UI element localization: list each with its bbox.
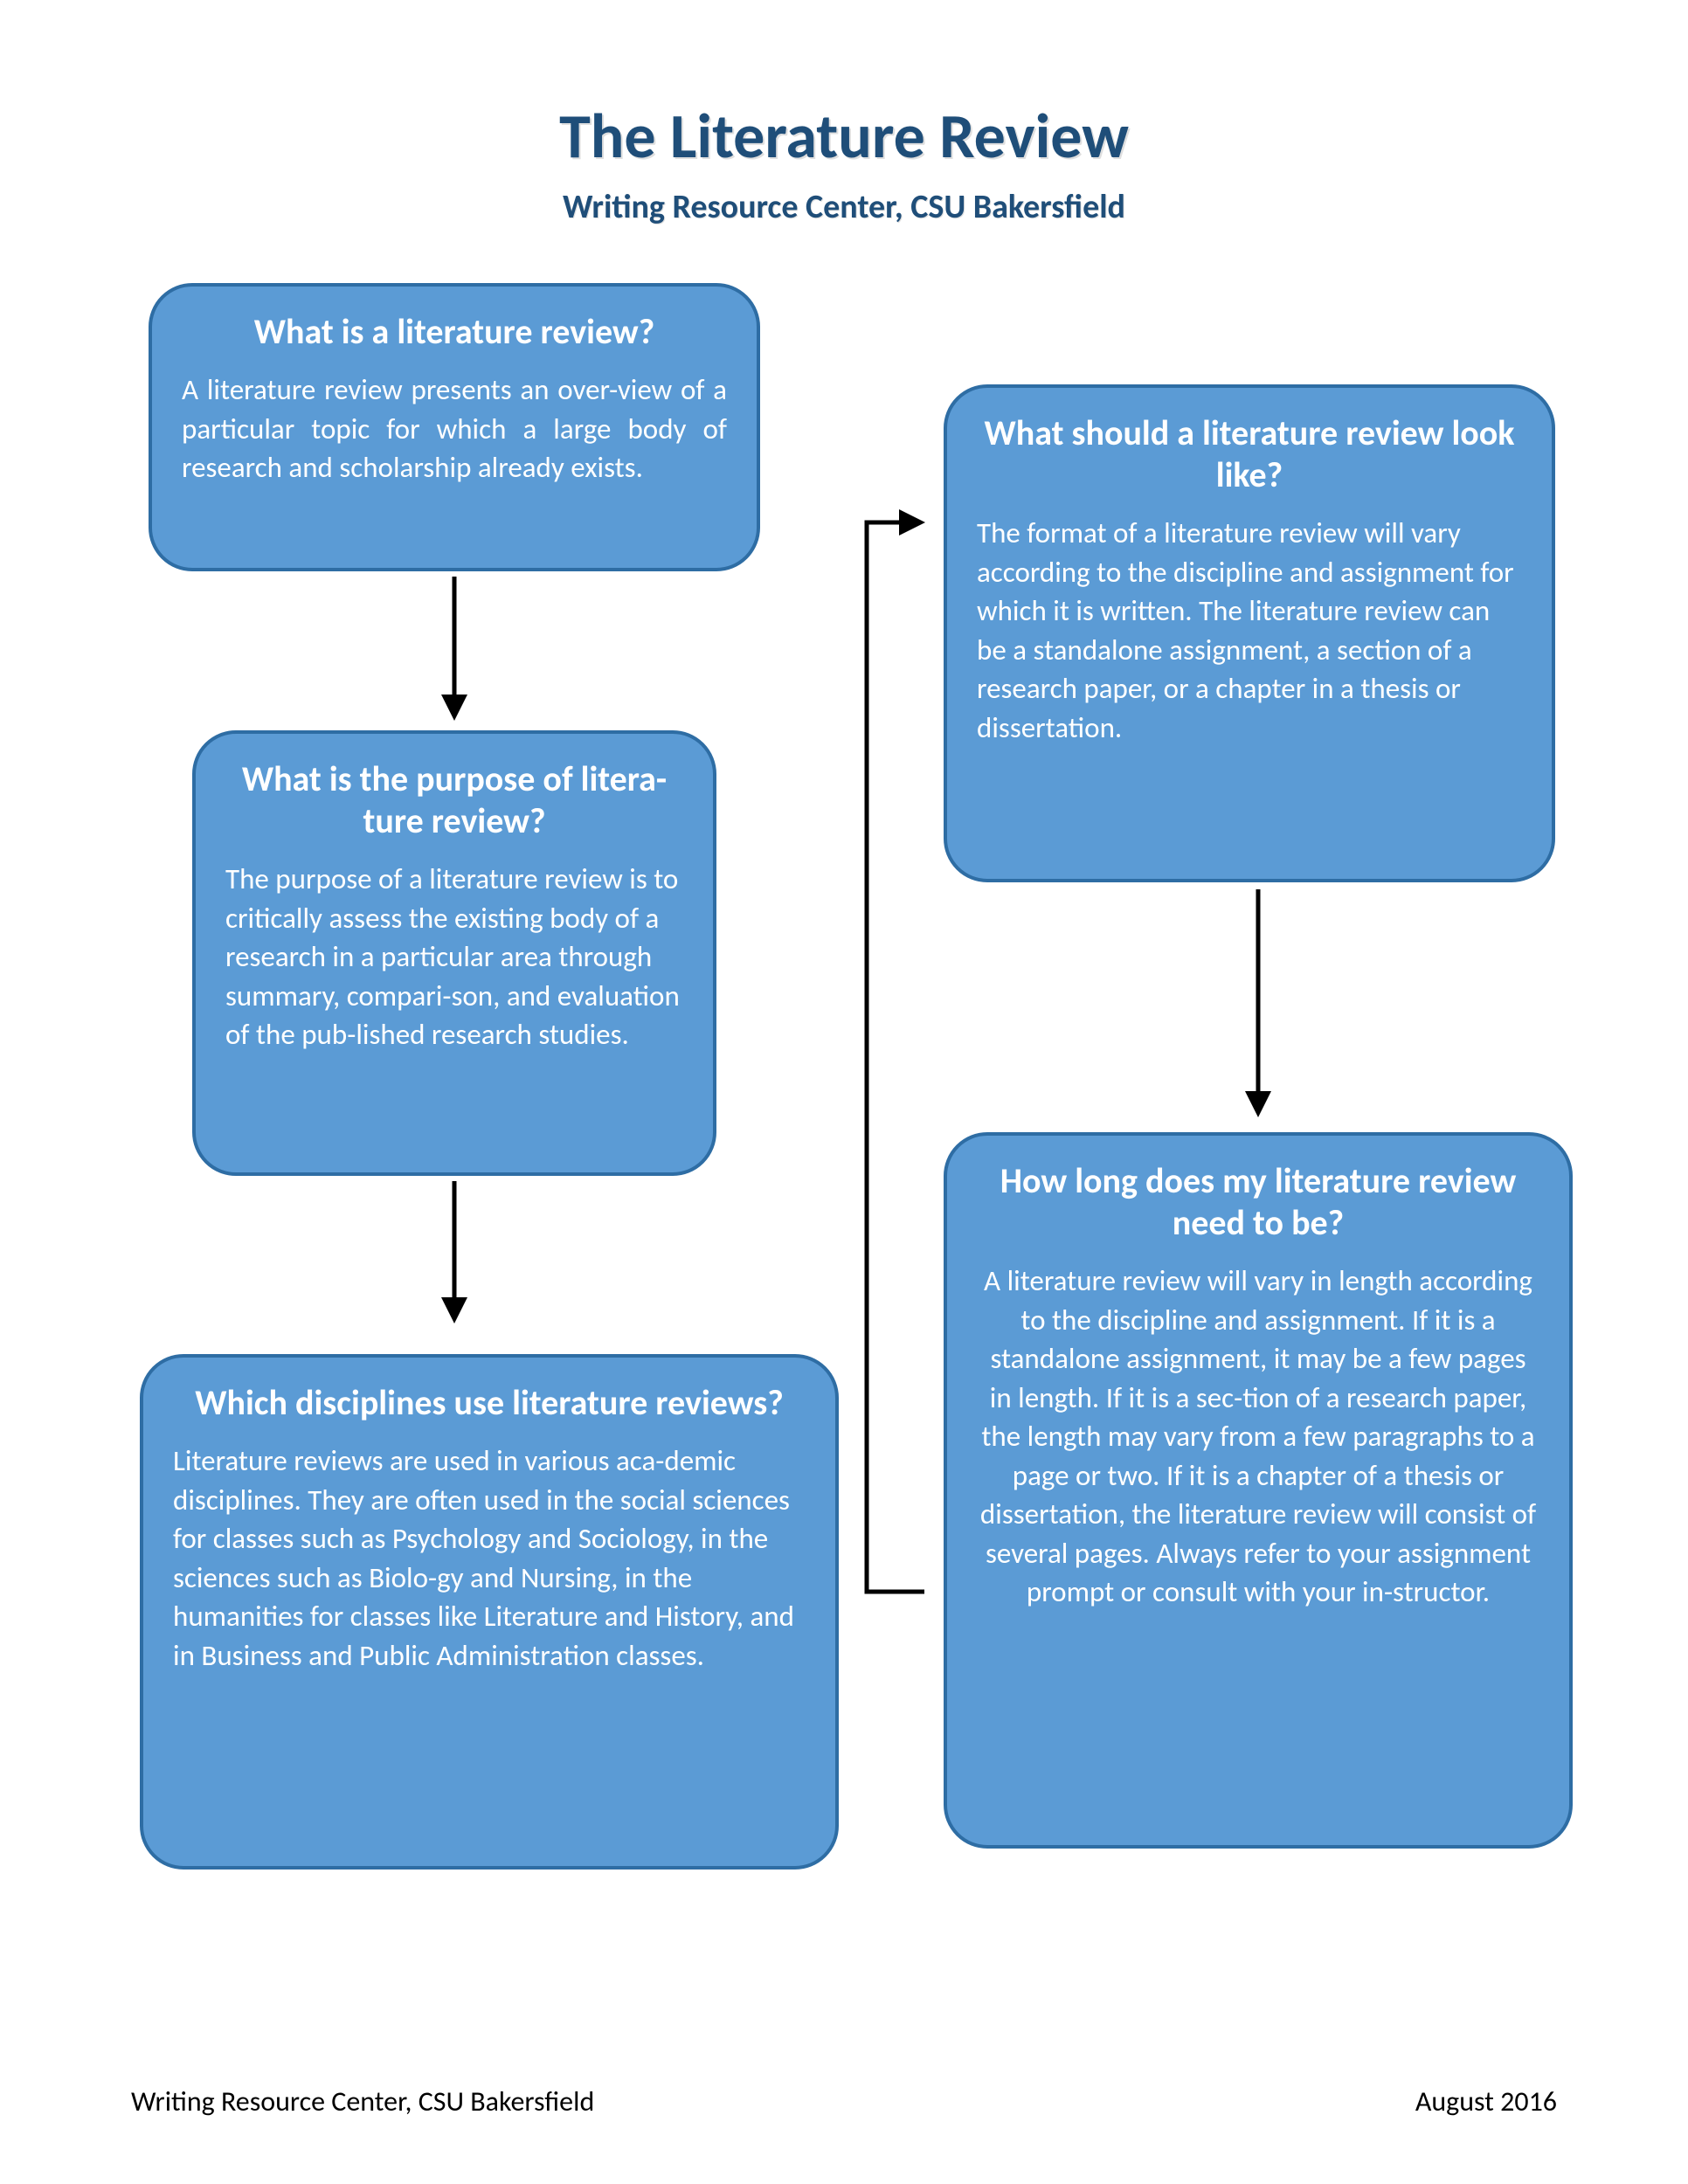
page: The Literature Review Writing Resource C… <box>0 0 1688 2184</box>
footer-right: August 2016 <box>1415 2084 1557 2118</box>
footer-left: Writing Resource Center, CSU Bakersfield <box>131 2084 594 2118</box>
flow-arrows <box>0 0 1688 2184</box>
